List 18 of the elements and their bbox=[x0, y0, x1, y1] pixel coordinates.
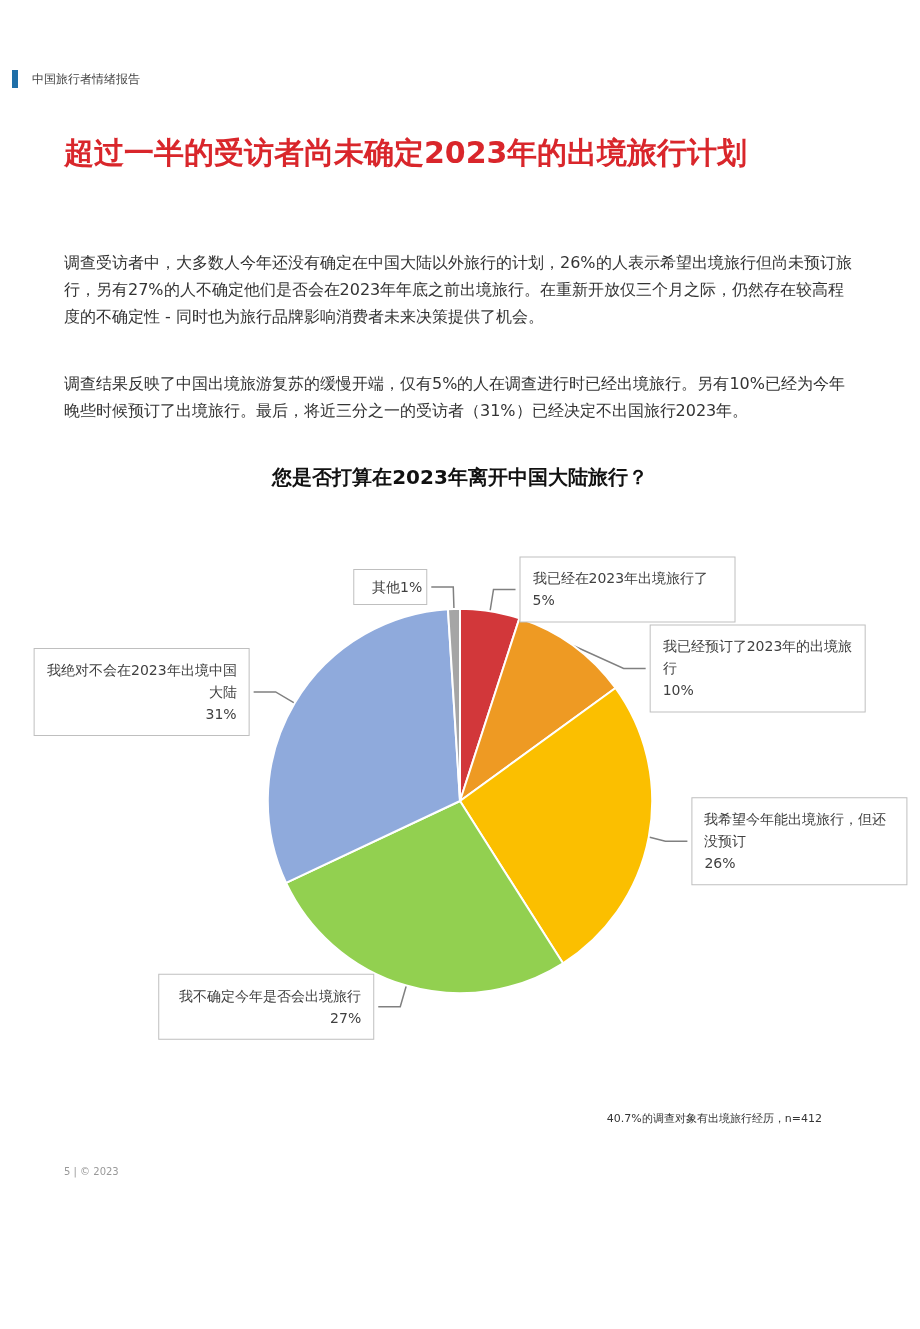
slice-label: 我希望今年能出境旅行，但还没预订 bbox=[704, 811, 887, 850]
slice-label: 我不确定今年是否会出境旅行 bbox=[179, 987, 362, 1004]
text: 超过一半的受访者尚未确定2023年的出境旅行计划 bbox=[64, 134, 749, 172]
chart-title: 您是否打算在2023年离开中国大陆旅行？ bbox=[270, 464, 649, 491]
slice-label: 其他1% bbox=[372, 578, 423, 595]
slice-label: 我已经在2023年出境旅行了 bbox=[532, 570, 709, 587]
text: 调查受访者中，大多数人今年还没有确定在中国大陆以外旅行的计划，26%的人表示希望出境旅行但尚未预订旅行，另有27%的人不确定他们是否会在2023年年底之前出境旅行。在重新开放仅三个月之际，仍然存在较高程度的不确定性 - 同时也为旅行品牌影响消费者未来决策提供了机会。 bbox=[64, 252, 853, 328]
data-label: 31% bbox=[205, 705, 237, 722]
chart-subtitle: 中国旅行者情绪报告 bbox=[31, 70, 140, 88]
slice-label: 我已经预订了2023年的出境旅行 bbox=[662, 638, 853, 677]
slice-label: 我绝对不会在2023年出境中国大陆 bbox=[46, 661, 237, 700]
text: 5 | © 2023 bbox=[63, 1166, 120, 1177]
data-label: 27% bbox=[330, 1009, 362, 1026]
data-label: 10% bbox=[662, 682, 694, 699]
data-label: 5% bbox=[532, 592, 555, 609]
text: 40.7%的调查对象有出境旅行经历，n=412 bbox=[605, 1111, 823, 1126]
text: 调查结果反映了中国出境旅游复苏的缓慢开端，仅有5%的人在调查进行时已经出境旅行。另有10%已经为今年晚些时候预订了出境旅行。最后，将近三分之一的受访者（31%）已经决定不出国旅行2023年。 bbox=[64, 373, 846, 422]
data-label: 26% bbox=[704, 855, 736, 872]
